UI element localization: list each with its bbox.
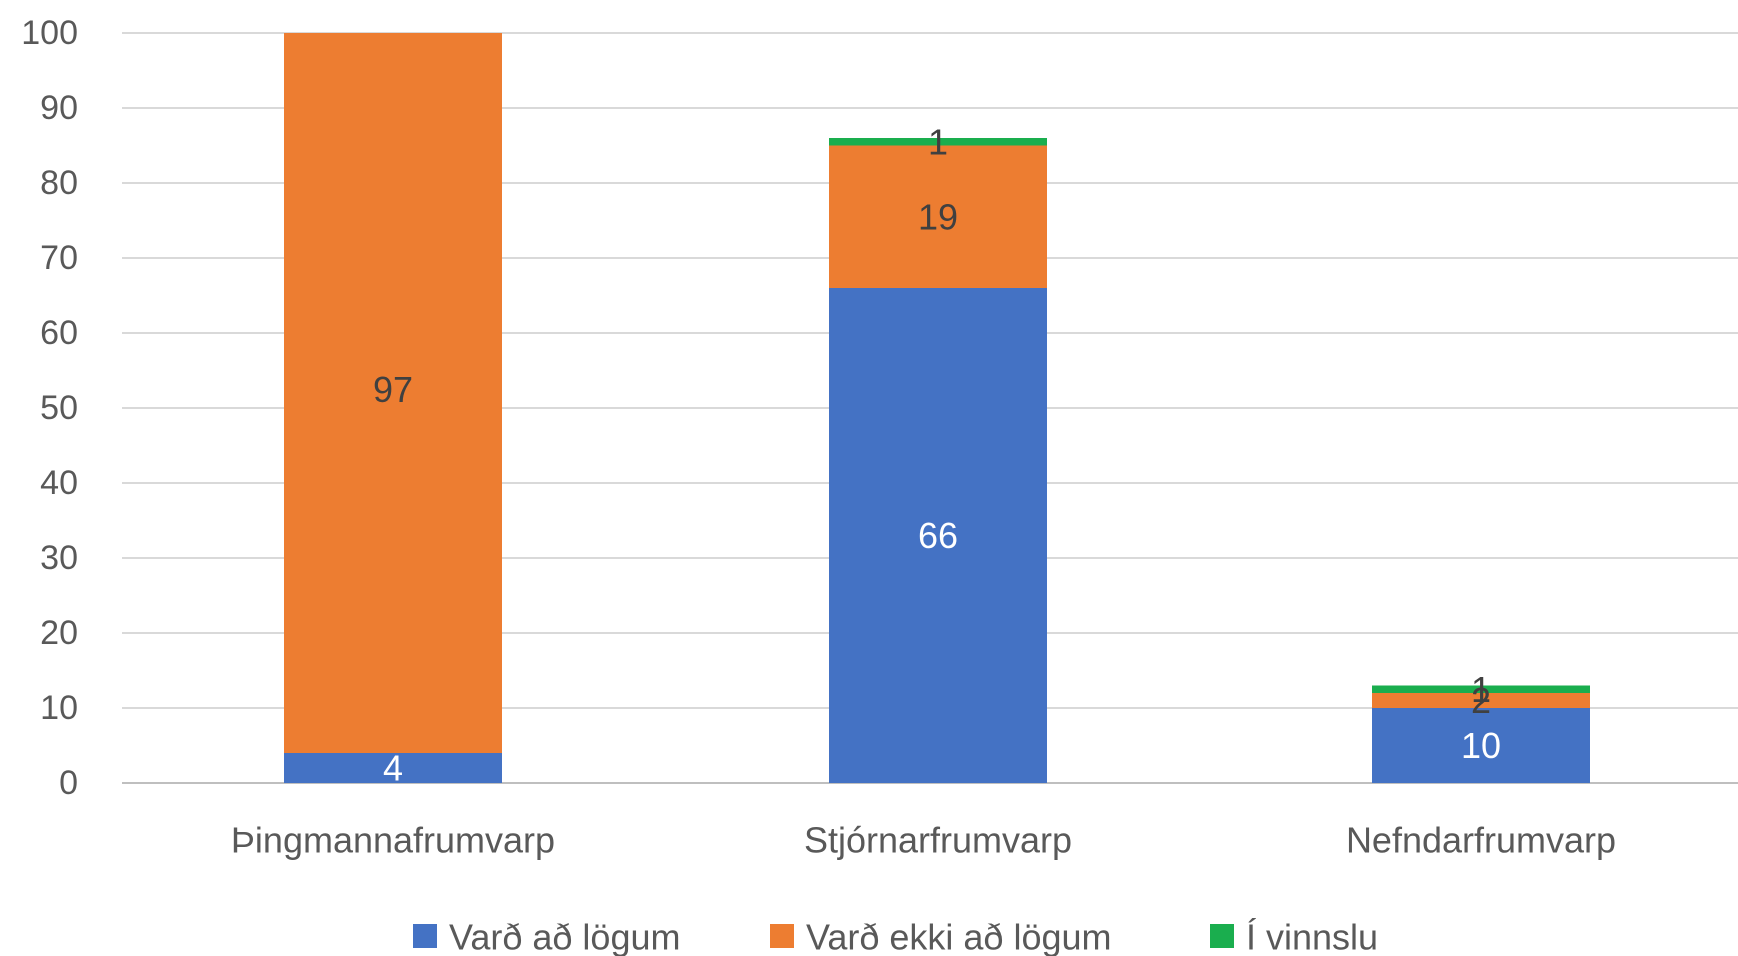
legend-swatch [413,924,437,948]
data-label: 10 [1461,725,1501,766]
data-label: 19 [918,196,958,237]
bar-segment-1-2 [829,288,1047,783]
y-tick-label: 100 [21,14,78,52]
bar-segment-2-3 [1372,693,1590,708]
bar-segment-2-1 [284,33,502,753]
bar-segment-2-2 [829,145,1047,288]
legend-label: Varð að lögum [449,917,680,956]
y-tick-label: 30 [40,539,78,577]
y-tick-label: 60 [40,314,78,352]
legend-swatch [1210,924,1234,948]
data-label: 97 [373,369,413,410]
data-label: 1 [1471,669,1491,710]
data-label: 2 [1471,680,1491,721]
y-tick-label: 80 [40,164,78,202]
bar-segment-1-1 [284,753,502,783]
legend-label: Varð ekki að lögum [806,917,1112,956]
bar-segment-3-2 [829,138,1047,146]
y-tick-label: 0 [59,764,78,802]
data-label: 4 [383,748,403,789]
x-category-label: Þingmannafrumvarp [231,820,555,861]
data-label: 66 [918,515,958,556]
x-category-label: Nefndarfrumvarp [1346,820,1616,861]
y-tick-label: 50 [40,389,78,427]
legend-swatch [770,924,794,948]
x-category-label: Stjórnarfrumvarp [804,820,1072,861]
y-tick-label: 20 [40,614,78,652]
y-tick-label: 90 [40,89,78,127]
data-label: 1 [928,121,948,162]
legend-label: Í vinnslu [1246,917,1378,956]
y-tick-label: 10 [40,689,78,727]
y-tick-label: 40 [40,464,78,502]
bar-segment-1-3 [1372,708,1590,783]
y-tick-label: 70 [40,239,78,277]
bar-segment-3-3 [1372,685,1590,693]
